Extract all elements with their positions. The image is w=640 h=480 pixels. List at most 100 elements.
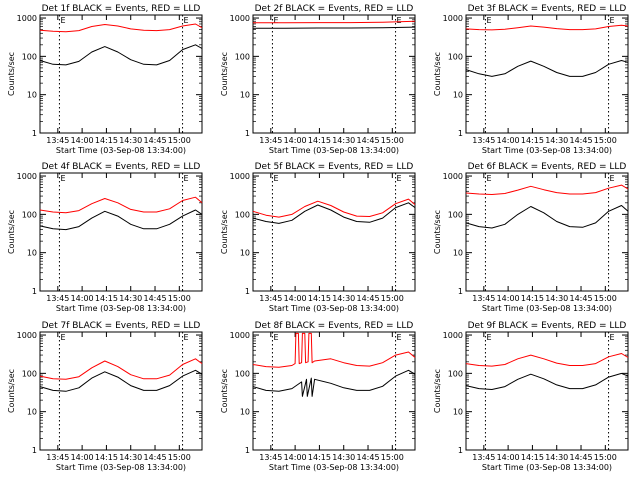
y-axis-label: Counts/sec xyxy=(433,369,442,413)
x-tick-label: 14:30 xyxy=(545,294,568,303)
lld-series-line xyxy=(39,23,203,33)
y-tick-label: 1 xyxy=(32,287,37,296)
x-tick-label: 14:00 xyxy=(497,453,520,462)
x-tick-label: 13:45 xyxy=(46,453,69,462)
x-tick-label: 13:45 xyxy=(259,453,282,462)
y-tick-label: 1000 xyxy=(17,172,37,181)
lld-series-line xyxy=(39,358,203,380)
y-axis-label: Counts/sec xyxy=(433,210,442,254)
marker-label: E xyxy=(184,333,189,342)
x-tick-label: 15:00 xyxy=(381,453,404,462)
y-tick-label: 100 xyxy=(22,210,37,219)
x-tick-label: 14:00 xyxy=(71,136,94,145)
y-tick-label: 1000 xyxy=(17,14,37,23)
x-tick-label: 14:45 xyxy=(143,453,166,462)
y-tick-label: 100 xyxy=(235,52,250,61)
events-series-line xyxy=(39,209,203,231)
y-tick-label: 10 xyxy=(453,91,463,100)
y-axis-label: Counts/sec xyxy=(220,369,229,413)
x-axis-label: Start Time (03-Sep-08 13:34:00) xyxy=(482,304,612,313)
x-axis-label: Start Time (03-Sep-08 13:34:00) xyxy=(269,146,399,155)
y-tick-label: 1 xyxy=(245,129,250,138)
y-tick-label: 1000 xyxy=(230,14,250,23)
x-tick-label: 14:45 xyxy=(569,136,592,145)
panel-5: Det 5f BLACK = Events, RED = LLD 1 10 100 10… xyxy=(220,162,416,313)
x-tick-label: 13:45 xyxy=(472,453,495,462)
y-tick-label: 10 xyxy=(453,249,463,258)
y-tick-label: 10 xyxy=(240,408,250,417)
x-tick-label: 13:45 xyxy=(472,136,495,145)
y-tick-label: 100 xyxy=(448,52,463,61)
marker-label: E xyxy=(610,174,615,183)
panel-1: Det 1f BLACK = Events, RED = LLD 1 10 100 10… xyxy=(7,4,203,155)
marker-label: E xyxy=(273,174,278,183)
x-tick-label: 14:30 xyxy=(545,453,568,462)
x-tick-label: 13:45 xyxy=(46,136,69,145)
x-axis-label: Start Time (03-Sep-08 13:34:00) xyxy=(56,304,186,313)
events-series-line xyxy=(39,44,203,66)
y-axis-label: Counts/sec xyxy=(7,52,16,96)
x-tick-label: 14:30 xyxy=(332,294,355,303)
marker-label: E xyxy=(273,333,278,342)
x-tick-label: 14:00 xyxy=(497,136,520,145)
y-axis-label: Counts/sec xyxy=(7,369,16,413)
lld-series-line xyxy=(465,353,629,367)
marker-label: E xyxy=(486,174,491,183)
x-tick-label: 14:00 xyxy=(284,453,307,462)
panel-9: Det 9f BLACK = Events, RED = LLD 1 10 100 10… xyxy=(433,321,629,472)
y-tick-label: 10 xyxy=(27,408,37,417)
y-tick-label: 10 xyxy=(240,91,250,100)
panel-title: Det 3f BLACK = Events, RED = LLD xyxy=(468,4,627,14)
x-tick-label: 14:15 xyxy=(95,294,118,303)
events-series-line xyxy=(465,205,629,229)
y-tick-label: 100 xyxy=(22,369,37,378)
x-tick-label: 14:15 xyxy=(521,453,544,462)
y-tick-label: 10 xyxy=(27,249,37,258)
events-series-line xyxy=(252,369,416,397)
y-tick-label: 100 xyxy=(235,210,250,219)
y-tick-label: 1000 xyxy=(230,172,250,181)
panel-title: Det 9f BLACK = Events, RED = LLD xyxy=(468,321,627,331)
y-tick-label: 100 xyxy=(235,369,250,378)
x-tick-label: 14:45 xyxy=(143,294,166,303)
events-series-line xyxy=(39,369,203,392)
panel-title: Det 8f BLACK = Events, RED = LLD xyxy=(255,321,414,331)
y-axis-label: Counts/sec xyxy=(220,210,229,254)
panel-title: Det 7f BLACK = Events, RED = LLD xyxy=(42,321,201,331)
marker-label: E xyxy=(397,174,402,183)
x-tick-label: 14:15 xyxy=(95,453,118,462)
y-tick-label: 1 xyxy=(32,129,37,138)
x-axis-label: Start Time (03-Sep-08 13:34:00) xyxy=(269,463,399,472)
lld-series-line xyxy=(39,196,203,214)
x-tick-label: 14:15 xyxy=(521,136,544,145)
y-tick-label: 1 xyxy=(245,446,250,455)
marker-label: E xyxy=(273,16,278,25)
panel-title: Det 4f BLACK = Events, RED = LLD xyxy=(42,162,201,172)
x-axis-label: Start Time (03-Sep-08 13:34:00) xyxy=(56,146,186,155)
x-tick-label: 14:45 xyxy=(143,136,166,145)
plot-frame xyxy=(39,331,203,451)
x-tick-label: 15:00 xyxy=(381,136,404,145)
events-series-line xyxy=(253,26,416,29)
y-tick-label: 1000 xyxy=(443,14,463,23)
x-tick-label: 14:30 xyxy=(545,136,568,145)
x-tick-label: 14:45 xyxy=(569,453,592,462)
x-tick-label: 14:30 xyxy=(332,453,355,462)
x-tick-label: 14:00 xyxy=(71,294,94,303)
marker-label: E xyxy=(60,333,65,342)
x-tick-label: 14:00 xyxy=(284,136,307,145)
lld-series-line xyxy=(252,198,416,218)
panel-title: Det 5f BLACK = Events, RED = LLD xyxy=(255,162,414,172)
x-tick-label: 14:15 xyxy=(308,453,331,462)
panel-6: Det 6f BLACK = Events, RED = LLD 1 10 100 10… xyxy=(433,162,629,313)
x-axis-label: Start Time (03-Sep-08 13:34:00) xyxy=(269,304,399,313)
y-tick-label: 1000 xyxy=(443,331,463,340)
x-tick-label: 14:15 xyxy=(95,136,118,145)
y-tick-label: 10 xyxy=(453,408,463,417)
marker-label: E xyxy=(610,333,615,342)
y-tick-label: 100 xyxy=(22,52,37,61)
x-tick-label: 13:45 xyxy=(46,294,69,303)
x-tick-label: 14:15 xyxy=(308,294,331,303)
lld-series-line xyxy=(253,20,416,24)
